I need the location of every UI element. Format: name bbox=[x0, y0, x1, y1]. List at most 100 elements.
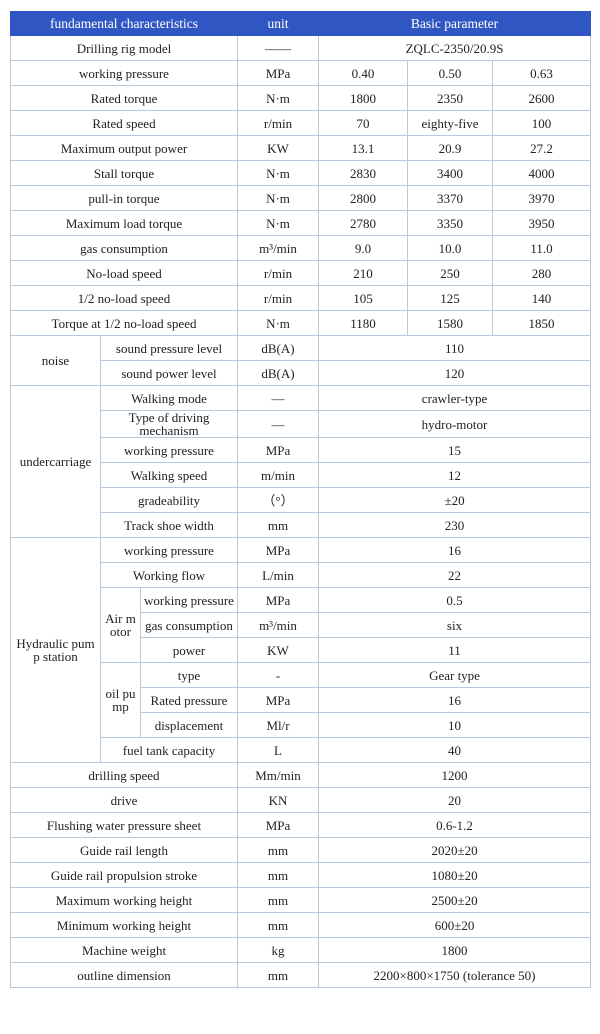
row-value: 280 bbox=[491, 260, 592, 286]
subgroup-label: oil pump bbox=[100, 662, 141, 738]
row-value: 12 bbox=[317, 462, 592, 488]
row-unit: N·m bbox=[237, 185, 319, 211]
row-unit: （°） bbox=[237, 487, 319, 513]
table-row: Guide rail propulsion stroke mm 1080±20 bbox=[10, 862, 592, 888]
group-label: noise bbox=[10, 335, 101, 386]
row-value: 230 bbox=[317, 512, 592, 538]
row-label: Flushing water pressure sheet bbox=[10, 812, 238, 838]
table-row: Flushing water pressure sheet MPa 0.6-1.2 bbox=[10, 812, 592, 838]
table-row: power KW 11 bbox=[11, 637, 592, 663]
table-row: Type of driving mechanism — hydro-motor bbox=[11, 410, 592, 438]
row-value: 2800 bbox=[318, 185, 408, 211]
row-label: pull-in torque bbox=[10, 185, 238, 211]
row-label: fuel tank capacity bbox=[100, 737, 238, 763]
row-label: power bbox=[140, 637, 238, 663]
row-label: type bbox=[140, 662, 238, 688]
row-value: 2500±20 bbox=[317, 887, 592, 913]
subgroup-label: Air motor bbox=[100, 587, 141, 663]
row-unit: dB(A) bbox=[237, 360, 319, 386]
row-unit: MPa bbox=[237, 537, 319, 563]
table-row: pull-in torque N·m 2800 3370 3970 bbox=[10, 185, 592, 211]
row-label: Rated speed bbox=[10, 110, 238, 136]
row-value: crawler-type bbox=[317, 385, 592, 411]
row-unit: mm bbox=[237, 962, 319, 988]
row-label: Maximum output power bbox=[10, 135, 238, 161]
row-unit: r/min bbox=[237, 110, 319, 136]
table-row: Maximum load torque N·m 2780 3350 3950 bbox=[10, 210, 592, 236]
row-label: Track shoe width bbox=[100, 512, 238, 538]
row-value: 1580 bbox=[407, 310, 493, 336]
table-row: Minimum working height mm 600±20 bbox=[10, 912, 592, 938]
row-label: Machine weight bbox=[10, 937, 238, 963]
row-unit: Mm/min bbox=[237, 762, 319, 788]
table-row: fuel tank capacity L 40 bbox=[11, 737, 592, 763]
row-label: Maximum load torque bbox=[10, 210, 238, 236]
row-value: 22 bbox=[317, 562, 592, 588]
row-unit: - bbox=[237, 662, 319, 688]
table-row: outline dimension mm 2200×800×1750 (tolera… bbox=[10, 962, 592, 988]
row-unit: m³/min bbox=[237, 612, 319, 638]
row-value: 1200 bbox=[317, 762, 592, 788]
row-label: Drilling rig model bbox=[10, 35, 238, 61]
row-value: 3370 bbox=[407, 185, 493, 211]
row-unit: mm bbox=[237, 912, 319, 938]
row-label: working pressure bbox=[140, 587, 238, 613]
row-value: hydro-motor bbox=[317, 410, 592, 438]
row-unit: Ml/r bbox=[237, 712, 319, 738]
row-value: 100 bbox=[491, 110, 592, 136]
row-unit: KW bbox=[237, 637, 319, 663]
row-label: Walking mode bbox=[100, 385, 238, 411]
row-value: 70 bbox=[318, 110, 408, 136]
row-value: 250 bbox=[407, 260, 493, 286]
row-value: Gear type bbox=[317, 662, 592, 688]
row-value: 10 bbox=[317, 712, 592, 738]
row-label: Rated pressure bbox=[140, 687, 238, 713]
row-label: Guide rail propulsion stroke bbox=[10, 862, 238, 888]
table-row: Stall torque N·m 2830 3400 4000 bbox=[10, 160, 592, 186]
row-value: 1180 bbox=[318, 310, 408, 336]
row-unit: mm bbox=[237, 837, 319, 863]
row-unit: mm bbox=[237, 862, 319, 888]
row-value: 9.0 bbox=[318, 235, 408, 261]
row-label: gas consumption bbox=[140, 612, 238, 638]
table-row: noise sound pressure level dB(A) 110 bbox=[10, 335, 592, 386]
table-row: gas consumption m³/min six bbox=[11, 612, 592, 638]
row-unit: N·m bbox=[237, 85, 319, 111]
header-parameter: Basic parameter bbox=[317, 11, 592, 36]
header-characteristics: fundamental characteristics bbox=[10, 11, 238, 36]
row-unit: dB(A) bbox=[237, 335, 319, 361]
row-value: 27.2 bbox=[491, 135, 592, 161]
row-label: outline dimension bbox=[10, 962, 238, 988]
row-value: 2600 bbox=[491, 85, 592, 111]
table-row: Guide rail length mm 2020±20 bbox=[10, 837, 592, 863]
table-row: drilling speed Mm/min 1200 bbox=[10, 762, 592, 788]
row-label: Guide rail length bbox=[10, 837, 238, 863]
header-unit: unit bbox=[237, 11, 319, 36]
row-value: 110 bbox=[317, 335, 592, 361]
row-value: 1080±20 bbox=[317, 862, 592, 888]
row-label: working pressure bbox=[10, 60, 238, 86]
header-row: fundamental characteristics unit Basic p… bbox=[10, 11, 592, 36]
table-row: Drilling rig model —— ZQLC-2350/20.9S bbox=[10, 35, 592, 61]
row-unit: N·m bbox=[237, 210, 319, 236]
row-value: 40 bbox=[317, 737, 592, 763]
row-unit: KW bbox=[237, 135, 319, 161]
row-value: 125 bbox=[407, 285, 493, 311]
row-value: 0.40 bbox=[318, 60, 408, 86]
row-value: 2350 bbox=[407, 85, 493, 111]
row-unit: L bbox=[237, 737, 319, 763]
row-label: drive bbox=[10, 787, 238, 813]
table-row: No-load speed r/min 210 250 280 bbox=[10, 260, 592, 286]
row-unit: MPa bbox=[237, 60, 319, 86]
row-value: 1800 bbox=[317, 937, 592, 963]
row-label: Working flow bbox=[100, 562, 238, 588]
row-label: Minimum working height bbox=[10, 912, 238, 938]
row-unit: m³/min bbox=[237, 235, 319, 261]
row-value: 2780 bbox=[318, 210, 408, 236]
row-value: 140 bbox=[491, 285, 592, 311]
row-value: 3970 bbox=[491, 185, 592, 211]
table-row: Hydraulic pump station working pressure MP… bbox=[10, 537, 592, 763]
table-row: 1/2 no-load speed r/min 105 125 140 bbox=[10, 285, 592, 311]
row-value: 3400 bbox=[407, 160, 493, 186]
row-value: 210 bbox=[318, 260, 408, 286]
